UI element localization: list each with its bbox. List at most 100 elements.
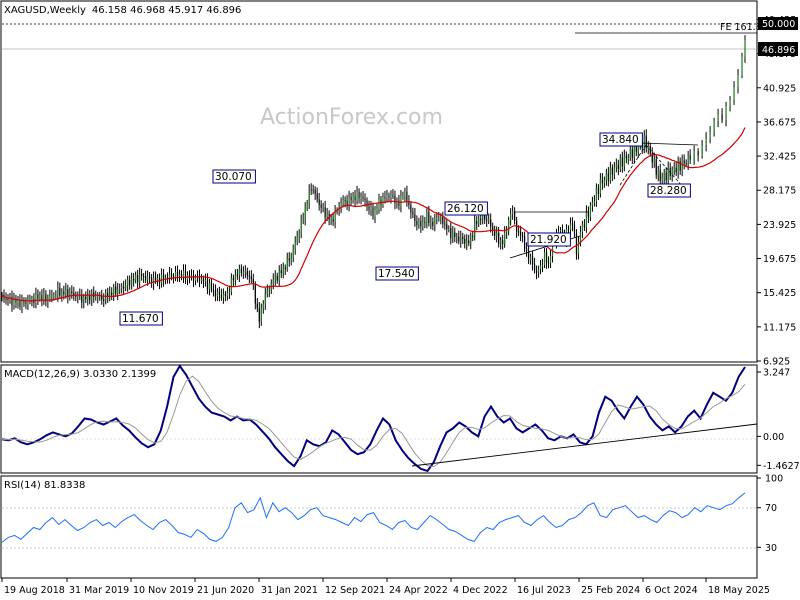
candle-body bbox=[737, 75, 739, 88]
candle-body bbox=[310, 189, 312, 191]
candle-body bbox=[168, 273, 171, 278]
candle-body bbox=[200, 279, 203, 281]
candle-body bbox=[330, 218, 332, 220]
candle-body bbox=[162, 274, 165, 281]
candle-body bbox=[472, 235, 474, 237]
candle-body bbox=[460, 236, 462, 242]
candle-body bbox=[160, 274, 163, 284]
candle-body bbox=[141, 274, 143, 277]
candle-body bbox=[482, 212, 484, 219]
flag-top-line bbox=[639, 142, 699, 146]
candle-body bbox=[234, 275, 236, 281]
candle-body bbox=[127, 279, 129, 286]
candle-body bbox=[647, 146, 649, 149]
candle-body bbox=[174, 271, 177, 278]
candle-body bbox=[220, 294, 223, 298]
candle-body bbox=[386, 195, 388, 198]
candle-body bbox=[697, 151, 699, 156]
candle-body bbox=[454, 232, 456, 238]
macd-tick-label: 3.247 bbox=[763, 368, 790, 379]
candle-body bbox=[661, 178, 663, 181]
candle-body bbox=[609, 167, 611, 181]
candle-body bbox=[591, 202, 594, 206]
candle-body bbox=[579, 231, 582, 243]
candle-body bbox=[67, 289, 69, 298]
candle-body bbox=[208, 283, 211, 290]
price-annotation-box bbox=[444, 201, 488, 216]
candle-body bbox=[627, 158, 629, 160]
candle-body bbox=[324, 207, 326, 218]
candle-body bbox=[212, 289, 215, 291]
candle-body bbox=[358, 191, 360, 199]
candle-body bbox=[53, 295, 55, 297]
candle-body bbox=[7, 298, 9, 301]
candle-body bbox=[204, 279, 207, 282]
candle-body bbox=[85, 296, 87, 300]
candle-body bbox=[55, 295, 57, 297]
candle-body bbox=[545, 252, 548, 263]
candle-body bbox=[69, 291, 71, 298]
candle-body bbox=[434, 218, 436, 226]
price-tick-label: 28.175 bbox=[763, 186, 796, 197]
candle-body bbox=[75, 295, 77, 297]
candle-body bbox=[77, 296, 79, 298]
candle-body bbox=[198, 275, 201, 281]
candle-body bbox=[529, 256, 532, 260]
candle-body bbox=[71, 291, 73, 293]
candle-body bbox=[717, 114, 719, 121]
candle-body bbox=[17, 300, 19, 303]
rsi-tick-label: 30 bbox=[765, 543, 777, 554]
candle-body bbox=[410, 205, 412, 213]
candle-body bbox=[19, 300, 21, 307]
candle-body bbox=[286, 258, 288, 269]
candle-body bbox=[444, 223, 446, 225]
candle-body bbox=[99, 296, 101, 298]
price-annotation-label: 11.670 bbox=[122, 313, 159, 325]
time-tick-label: 4 Dec 2022 bbox=[453, 585, 508, 596]
candle-body bbox=[685, 163, 687, 165]
candle-body bbox=[103, 299, 105, 302]
candle-body bbox=[573, 224, 576, 234]
candle-body bbox=[671, 169, 673, 177]
candle-body bbox=[541, 265, 544, 267]
candle-body bbox=[332, 218, 334, 222]
time-tick-label: 12 Sep 2021 bbox=[325, 585, 385, 596]
price-tick-label: 40.925 bbox=[763, 83, 796, 94]
candle-body bbox=[683, 160, 685, 164]
candle-body bbox=[274, 275, 276, 280]
candle-body bbox=[170, 273, 173, 277]
price-annotation-label: 17.540 bbox=[378, 268, 415, 280]
candle-body bbox=[224, 293, 226, 296]
price-annotation-box bbox=[375, 266, 419, 281]
candle-body bbox=[372, 207, 374, 217]
candle-body bbox=[306, 202, 308, 208]
candle-body bbox=[470, 235, 472, 244]
candle-body bbox=[222, 293, 225, 298]
candle-body bbox=[663, 172, 665, 179]
candle-body bbox=[422, 221, 424, 227]
candle-body bbox=[593, 201, 596, 203]
watermark: ActionForex.com bbox=[260, 105, 443, 130]
candle-body bbox=[210, 283, 213, 290]
candle-body bbox=[218, 291, 221, 295]
candle-body bbox=[111, 292, 113, 295]
candle-body bbox=[551, 239, 554, 257]
candle-body bbox=[651, 153, 653, 163]
price-annotation-box bbox=[599, 132, 643, 147]
candle-body bbox=[615, 164, 617, 168]
candle-body bbox=[575, 233, 578, 254]
candle-body bbox=[137, 274, 139, 283]
candle-body bbox=[194, 277, 197, 281]
candle-body bbox=[378, 199, 380, 209]
candle-body bbox=[63, 291, 65, 295]
candle-body bbox=[21, 300, 23, 307]
rsi-title: RSI(14) 81.8338 bbox=[4, 480, 85, 491]
candle-body bbox=[430, 221, 432, 223]
candle-body bbox=[406, 191, 408, 202]
candle-body bbox=[152, 277, 155, 284]
candle-body bbox=[125, 285, 127, 289]
fib-dashed-line-1 bbox=[619, 144, 647, 186]
time-tick-label: 31 Mar 2019 bbox=[69, 585, 129, 596]
candle-body bbox=[603, 180, 605, 184]
candle-body bbox=[418, 220, 420, 225]
